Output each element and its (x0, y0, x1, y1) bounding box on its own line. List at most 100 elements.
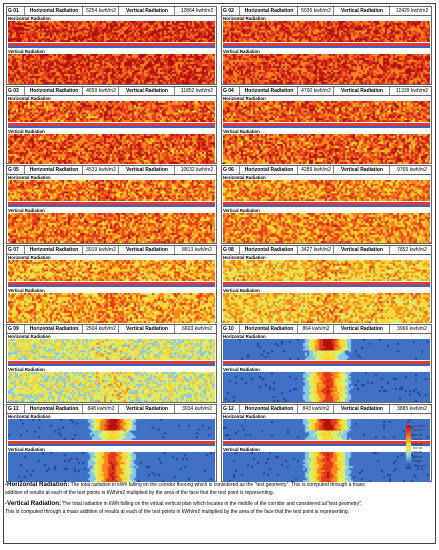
vertical-radiation-map (223, 292, 430, 323)
vertical-strip-label: Vertical Radiation (8, 128, 45, 134)
vertical-label: Vertical Radiation (119, 325, 175, 333)
vertical-label: Vertical Radiation (119, 86, 175, 95)
horizontal-radiation-map (8, 100, 215, 122)
horizontal-value: 4289 kwh/m2 (298, 166, 334, 174)
red-divider (223, 361, 430, 364)
horizontal-strip-label: Horizontal Radiation (223, 95, 266, 101)
vertical-label: Vertical Radiation (119, 7, 175, 15)
vertical-strip-label: Vertical Radiation (8, 287, 45, 293)
blue-divider (8, 443, 215, 446)
legend-tick: 500.00 (413, 446, 423, 450)
horizontal-value: 5254 kwh/m2 (83, 7, 119, 15)
horizontal-label: Horizontal Radiation (25, 245, 83, 254)
horizontal-radiation-map (223, 339, 430, 360)
vertical-label: Vertical Radiation (119, 166, 175, 174)
horizontal-value: 843 kwh/m2 (298, 404, 334, 413)
red-divider (8, 43, 215, 46)
horizontal-radiation-map (223, 21, 430, 42)
horizontal-label: Horizontal Radiation (25, 7, 83, 15)
vertical-radiation-map (8, 372, 215, 402)
vertical-strip-label: Vertical Radiation (223, 367, 260, 372)
horizontal-strip-label: Horizontal Radiation (223, 413, 266, 419)
vertical-value: 12864 kwh/m2 (180, 8, 214, 14)
vertical-label: Vertical Radiation (119, 404, 175, 413)
vertical-strip-label: Vertical Radiation (223, 208, 260, 213)
panel-header: G 08 Horizontal Radiation 3427 kwh/m2 Verti… (222, 245, 431, 255)
blue-divider (223, 443, 430, 446)
vertical-label: Vertical Radiation (334, 7, 390, 15)
vertical-strip-label: Vertical Radiation (223, 287, 260, 293)
vertical-text-1: The total radiation in kWh falling on th… (61, 501, 363, 507)
vertical-value: 6603 kwh/m2 (182, 326, 212, 332)
panel-g07: G 07 Horizontal Radiation 3919 kwh/m2 Verti… (6, 244, 217, 323)
panel-id: G 03 (7, 86, 25, 95)
vertical-strip-label: Vertical Radiation (8, 49, 45, 54)
vertical-label: Vertical Radiation (334, 86, 390, 95)
horizontal-radiation-map (8, 339, 215, 360)
figure-frame: G 01 Horizontal Radiation 5254 kwh/m2 Verti… (3, 3, 436, 544)
vertical-label: Vertical Radiation (334, 404, 390, 413)
horizontal-text-1: The total radiation in kWh falling on th… (69, 482, 365, 488)
red-divider (8, 361, 215, 364)
vertical-term: -Vertical Radiation: (5, 500, 62, 507)
vertical-value: 3885 kwh/m2 (397, 405, 427, 412)
vertical-value: 3934 kwh/m2 (182, 405, 212, 412)
horizontal-label: Horizontal Radiation (25, 166, 83, 174)
blue-divider (223, 205, 430, 207)
red-divider (8, 281, 215, 285)
red-divider (8, 122, 215, 126)
panel-header: G 10 Horizontal Radiation 864 kwh/m2 Vertic… (222, 325, 431, 334)
vertical-radiation-map (8, 133, 215, 164)
horizontal-label: Horizontal Radiation (25, 404, 83, 413)
vertical-label: Vertical Radiation (334, 245, 390, 254)
red-divider (223, 440, 430, 444)
horizontal-label: Horizontal Radiation (240, 245, 298, 254)
horizontal-radiation-map (8, 418, 215, 440)
vertical-strip-label: Vertical Radiation (8, 367, 45, 372)
blue-divider (223, 284, 430, 287)
horizontal-text-2: addition of results at each of the test … (5, 490, 275, 496)
panel-g09: G 09 Horizontal Radiation 2504 kwh/m2 Verti… (6, 324, 217, 403)
panel-header: G 12 Horizontal Radiation 843 kwh/m2 Vertic… (222, 404, 431, 414)
legend-tick: <=100.00 (413, 463, 426, 468)
horizontal-value: 3427 kwh/m2 (298, 245, 334, 254)
vertical-value: 7852 kwh/m2 (397, 246, 427, 253)
panel-id: G 05 (7, 166, 25, 174)
legend-tick: 400.00 (413, 450, 423, 455)
vertical-radiation-map (8, 213, 215, 243)
panel-g10: G 10 Horizontal Radiation 864 kwh/m2 Vertic… (221, 324, 432, 403)
panel-header: G 06 Horizontal Radiation 4289 kwh/m2 Verti… (222, 166, 431, 175)
panel-g01: G 01 Horizontal Radiation 5254 kwh/m2 Verti… (6, 6, 217, 85)
legend-tick: 1000.00<= (413, 424, 428, 428)
horizontal-label: Horizontal Radiation (25, 86, 83, 95)
legend-tick: 800.00 (413, 432, 423, 437)
panel-header: G 04 Horizontal Radiation 4700 kwh/m2 Verti… (222, 86, 431, 96)
vertical-strip-label: Vertical Radiation (223, 446, 260, 452)
vertical-strip-label: Vertical Radiation (8, 446, 45, 452)
red-divider (223, 43, 430, 46)
horizontal-strip-label: Horizontal Radiation (223, 334, 266, 339)
horizontal-radiation-map (223, 418, 430, 440)
legend-tick: 200.00 (413, 459, 423, 464)
definitions: -Horizontal Radiation: The total radiati… (5, 481, 433, 519)
red-divider (8, 202, 215, 205)
horizontal-strip-label: Horizontal Radiation (8, 16, 51, 21)
vertical-radiation-map (8, 292, 215, 323)
horizontal-value: 4659 kwh/m2 (83, 86, 119, 95)
panel-header: G 11 Horizontal Radiation 848 kwh/m2 Vertic… (7, 404, 216, 414)
legend-tick: 600.00 (413, 441, 423, 446)
horizontal-label: Horizontal Radiation (240, 404, 298, 413)
blue-divider (223, 125, 430, 128)
horizontal-label: Horizontal Radiation (240, 166, 298, 174)
blue-divider (8, 205, 215, 207)
horizontal-label: Horizontal Radiation (240, 325, 298, 333)
horizontal-strip-label: Horizontal Radiation (8, 254, 51, 260)
red-divider (223, 202, 430, 205)
panel-id: G 01 (7, 7, 25, 15)
vertical-label: Vertical Radiation (334, 166, 390, 174)
vertical-label: Vertical Radiation (119, 245, 175, 254)
panel-id: G 07 (7, 245, 25, 254)
panel-id: G 11 (7, 404, 25, 413)
vertical-radiation-map (223, 133, 430, 164)
vertical-radiation-map (8, 451, 215, 482)
